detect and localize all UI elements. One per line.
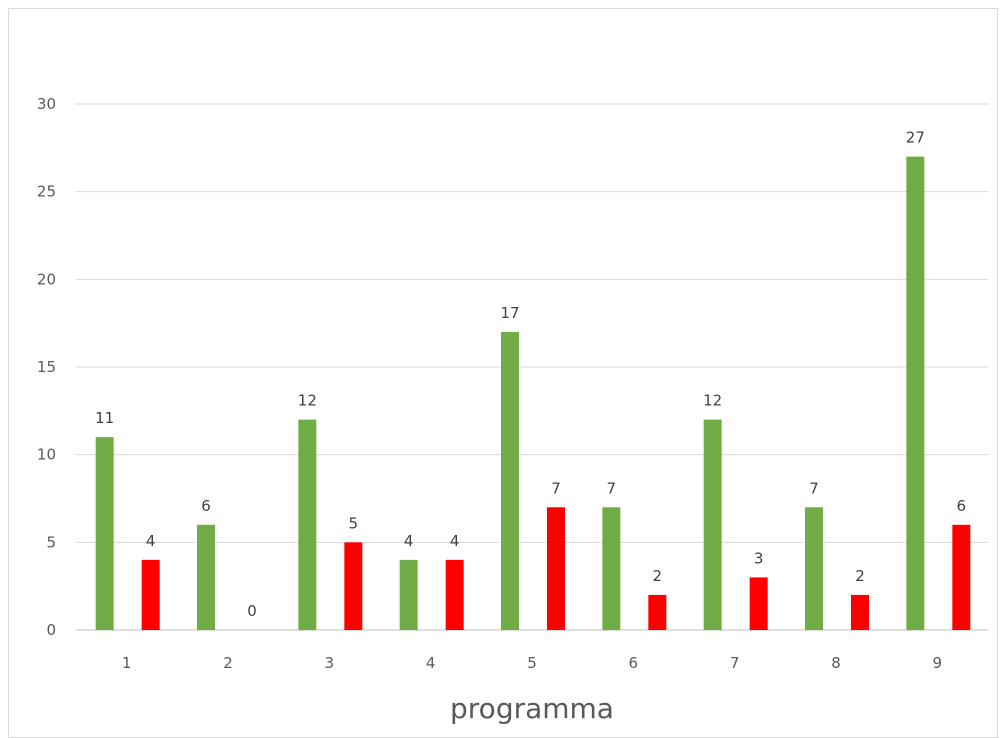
data-label: 4: [146, 532, 156, 550]
y-tick-label: 15: [37, 358, 56, 376]
data-label: 0: [247, 602, 257, 620]
data-label: 4: [404, 532, 414, 550]
bar-series-1-cat-5: [501, 331, 519, 630]
bar-series-2-cat-1: [141, 559, 160, 630]
y-tick-label: 30: [37, 95, 56, 113]
data-label: 17: [500, 304, 519, 322]
bar-series-1-cat-4: [399, 559, 418, 630]
x-tick-label: 5: [527, 654, 537, 672]
x-axis-ticks: 1 2 3 4 5 6 7 8 9: [122, 654, 942, 672]
data-label: 2: [653, 567, 663, 585]
y-tick-label: 5: [46, 533, 56, 551]
data-label: 5: [349, 514, 359, 532]
data-label: 27: [906, 129, 925, 147]
bars: [95, 156, 971, 630]
bar-series-1-cat-9: [906, 156, 925, 630]
data-label: 6: [957, 497, 967, 515]
data-label: 7: [607, 479, 617, 497]
y-tick-label: 10: [37, 446, 56, 464]
data-label: 4: [450, 532, 460, 550]
y-tick-label: 20: [37, 270, 56, 288]
data-label: 12: [703, 392, 722, 410]
bar-series-1-cat-3: [298, 419, 317, 630]
data-label: 3: [754, 549, 764, 567]
data-label: 7: [551, 479, 561, 497]
bar-series-1-cat-2: [197, 524, 215, 630]
y-tick-label: 25: [37, 183, 56, 201]
bar-series-1-cat-6: [602, 507, 621, 630]
x-tick-label: 7: [730, 654, 740, 672]
x-tick-label: 1: [122, 654, 132, 672]
bar-series-1-cat-7: [703, 419, 722, 630]
bar-series-2-cat-5: [547, 507, 565, 630]
bar-series-1-cat-1: [95, 437, 114, 630]
data-label: 7: [809, 479, 819, 497]
x-tick-label: 3: [325, 654, 335, 672]
x-tick-label: 6: [629, 654, 639, 672]
bar-series-2-cat-7: [749, 577, 768, 630]
bar-series-2-cat-6: [648, 594, 667, 630]
y-tick-label: 0: [46, 621, 56, 639]
x-tick-label: 2: [223, 654, 233, 672]
y-axis-ticks: 0 5 10 15 20 25 30: [37, 95, 56, 639]
bar-series-1-cat-8: [805, 507, 823, 630]
bar-series-2-cat-9: [952, 524, 971, 630]
data-label: 11: [95, 409, 114, 427]
x-tick-label: 8: [831, 654, 841, 672]
gridlines: [76, 103, 988, 631]
bar-series-2-cat-4: [445, 559, 464, 630]
bar-series-2-cat-3: [344, 542, 363, 630]
x-tick-label: 9: [933, 654, 943, 672]
bar-series-2-cat-8: [851, 594, 869, 630]
data-label: 2: [855, 567, 865, 585]
data-label: 6: [201, 497, 211, 515]
x-axis-title: programma: [450, 692, 614, 725]
data-labels: 11 4 6 0 12 5 4 4 17 7 7 2 12 3 7 2 27 6: [95, 129, 966, 620]
x-tick-label: 4: [426, 654, 436, 672]
data-label: 12: [298, 392, 317, 410]
